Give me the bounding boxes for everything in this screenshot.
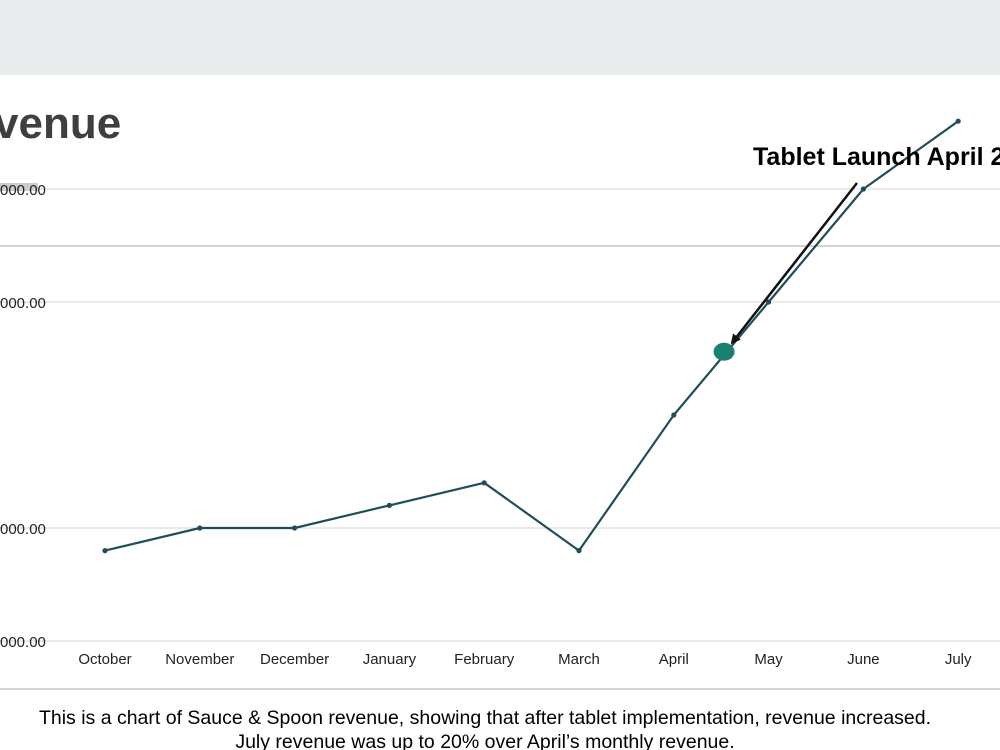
data-point (292, 525, 298, 531)
x-tick-label: January (363, 651, 417, 668)
tablet-launch-marker (713, 342, 735, 361)
data-point (766, 299, 772, 305)
x-tick-label: May (754, 651, 783, 668)
y-tick-label: 000.00 (0, 634, 46, 651)
y-tick-label: 000.00 (0, 295, 46, 312)
x-tick-label: November (165, 651, 234, 668)
x-tick-label: February (454, 651, 515, 668)
x-tick-label: July (945, 651, 972, 668)
caption-line-2: July revenue was up to 20% over April’s … (235, 731, 735, 750)
data-point (197, 525, 203, 531)
revenue-series-line (104, 120, 959, 552)
y-tick-label: 000.00 (0, 521, 46, 538)
data-point (386, 502, 392, 508)
data-point (576, 548, 582, 554)
x-tick-label: December (260, 651, 329, 668)
caption-line-1: This is a chart of Sauce & Spoon revenue… (38, 707, 932, 729)
x-tick-label: April (659, 651, 689, 668)
x-tick-label: October (78, 651, 131, 668)
annotation-label: Tablet Launch April 2 (753, 143, 1000, 171)
y-tick-label: 000.00 (0, 182, 46, 199)
x-tick-label: March (558, 651, 600, 668)
x-tick-label: June (847, 651, 880, 668)
chart-caption: This is a chart of Sauce & Spoon revenue… (0, 706, 990, 750)
data-point (102, 548, 108, 554)
title-underline (0, 183, 38, 191)
data-point (955, 118, 961, 124)
data-point (671, 412, 677, 418)
slide-header-band (0, 0, 1000, 75)
data-point (860, 186, 867, 192)
annotation-arrow (730, 182, 858, 345)
slide-title: venue (0, 99, 122, 148)
data-point (481, 480, 487, 486)
